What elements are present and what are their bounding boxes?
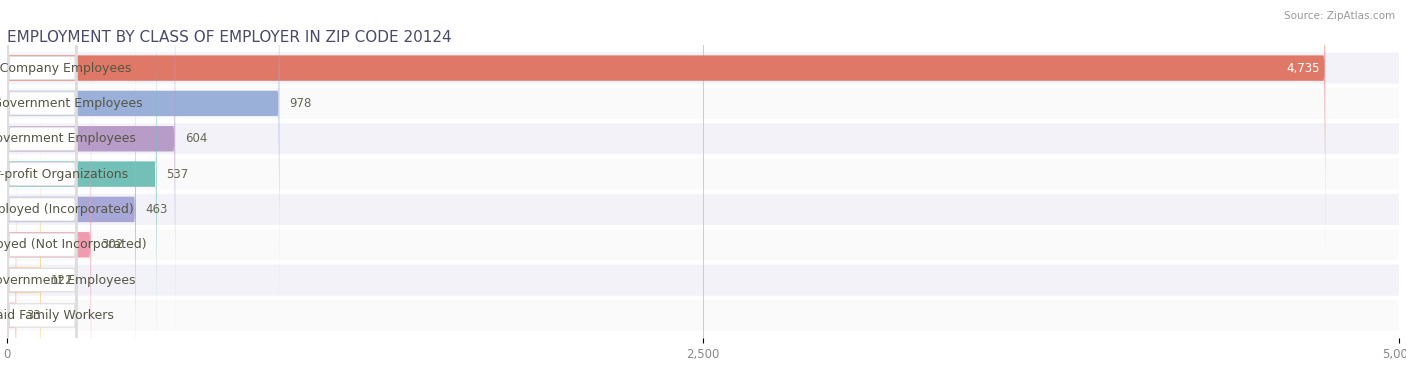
FancyBboxPatch shape xyxy=(7,0,176,338)
Text: 463: 463 xyxy=(146,203,169,216)
Text: 122: 122 xyxy=(51,274,73,287)
Text: Self-Employed (Not Incorporated): Self-Employed (Not Incorporated) xyxy=(0,238,146,251)
FancyBboxPatch shape xyxy=(7,265,1399,296)
FancyBboxPatch shape xyxy=(7,10,136,376)
FancyBboxPatch shape xyxy=(7,0,77,339)
Text: EMPLOYMENT BY CLASS OF EMPLOYER IN ZIP CODE 20124: EMPLOYMENT BY CLASS OF EMPLOYER IN ZIP C… xyxy=(7,30,451,45)
FancyBboxPatch shape xyxy=(7,159,1399,190)
FancyBboxPatch shape xyxy=(7,194,1399,225)
FancyBboxPatch shape xyxy=(7,0,77,374)
FancyBboxPatch shape xyxy=(7,116,17,376)
Text: 302: 302 xyxy=(101,238,124,251)
FancyBboxPatch shape xyxy=(7,80,77,376)
FancyBboxPatch shape xyxy=(7,0,77,376)
FancyBboxPatch shape xyxy=(7,44,77,376)
FancyBboxPatch shape xyxy=(7,0,156,373)
Text: Self-Employed (Incorporated): Self-Employed (Incorporated) xyxy=(0,203,134,216)
Text: 4,735: 4,735 xyxy=(1286,62,1320,74)
FancyBboxPatch shape xyxy=(7,53,1399,83)
FancyBboxPatch shape xyxy=(7,0,280,303)
FancyBboxPatch shape xyxy=(7,300,1399,331)
FancyBboxPatch shape xyxy=(7,81,41,376)
Text: State Government Employees: State Government Employees xyxy=(0,274,136,287)
Text: 537: 537 xyxy=(166,168,188,180)
FancyBboxPatch shape xyxy=(7,0,77,376)
FancyBboxPatch shape xyxy=(7,0,1326,267)
Text: Unpaid Family Workers: Unpaid Family Workers xyxy=(0,309,114,322)
FancyBboxPatch shape xyxy=(7,88,1399,119)
Text: 33: 33 xyxy=(25,309,41,322)
Text: Source: ZipAtlas.com: Source: ZipAtlas.com xyxy=(1284,11,1395,21)
FancyBboxPatch shape xyxy=(7,123,1399,154)
Text: 604: 604 xyxy=(186,132,207,145)
Text: Private Company Employees: Private Company Employees xyxy=(0,62,132,74)
Text: Local Government Employees: Local Government Employees xyxy=(0,132,135,145)
FancyBboxPatch shape xyxy=(7,0,77,304)
FancyBboxPatch shape xyxy=(7,45,91,376)
FancyBboxPatch shape xyxy=(7,9,77,376)
Text: Federal Government Employees: Federal Government Employees xyxy=(0,97,142,110)
Text: Not-for-profit Organizations: Not-for-profit Organizations xyxy=(0,168,128,180)
Text: 978: 978 xyxy=(290,97,311,110)
FancyBboxPatch shape xyxy=(7,229,1399,260)
